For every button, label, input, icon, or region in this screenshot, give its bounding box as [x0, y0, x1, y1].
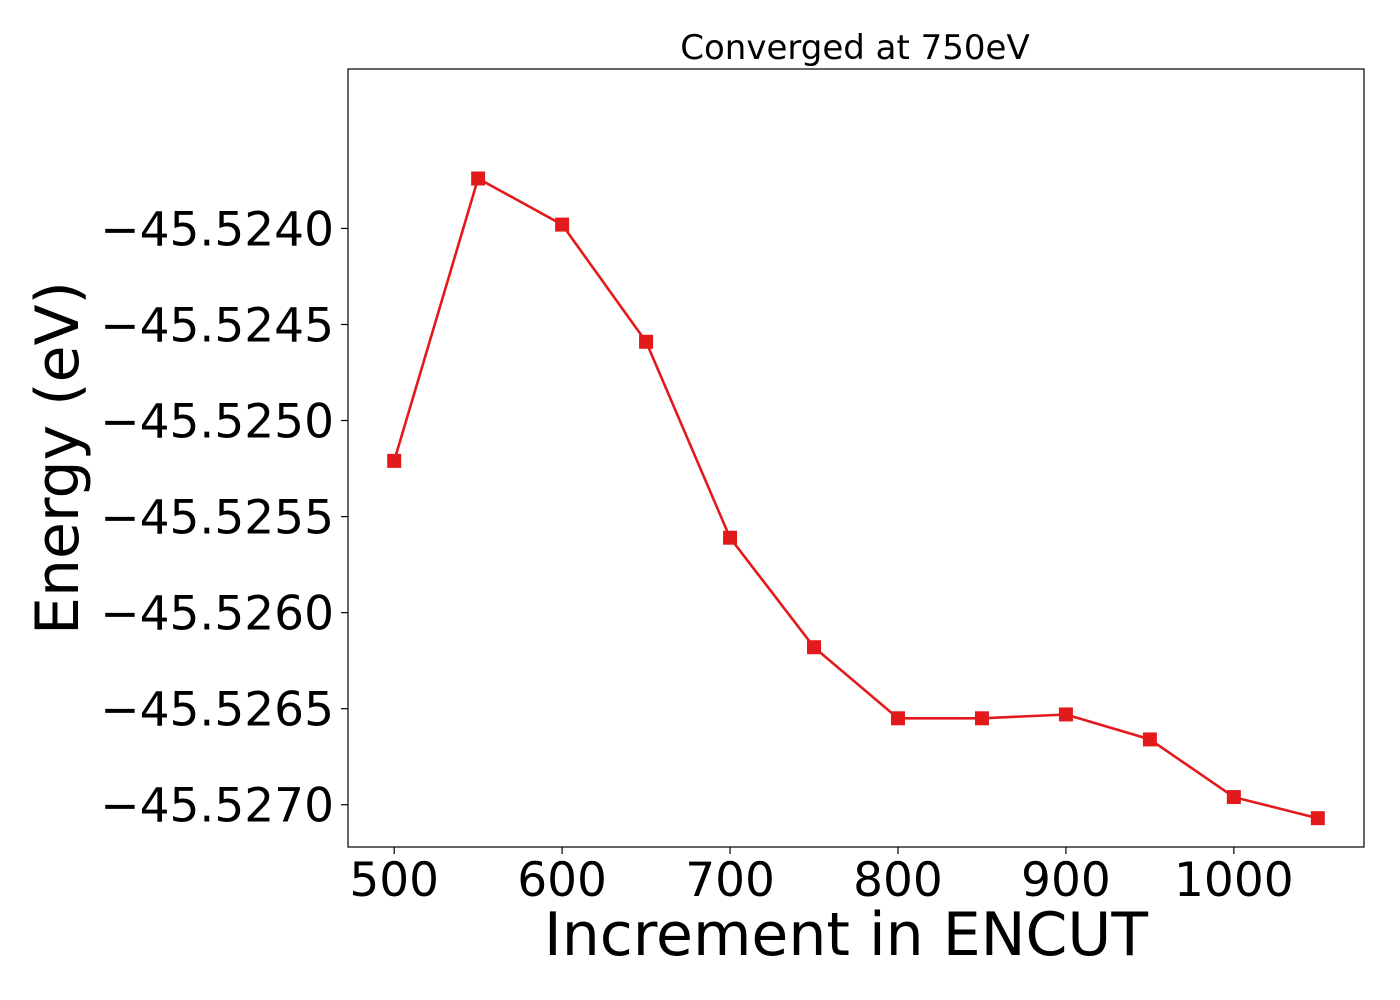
data-point-marker — [974, 711, 989, 726]
y-tick-label: −45.5255 — [100, 491, 334, 546]
x-tick-label: 900 — [1021, 853, 1111, 908]
data-point-marker — [890, 711, 905, 726]
series-layer — [387, 171, 1325, 826]
y-tick-label: −45.5260 — [100, 587, 334, 642]
data-point-marker — [1226, 790, 1241, 805]
y-tick-label: −45.5245 — [100, 298, 334, 353]
data-point-marker — [555, 217, 570, 232]
y-tick-label: −45.5240 — [100, 202, 334, 257]
y-tick-label: −45.5265 — [100, 683, 334, 738]
data-point-marker — [639, 334, 654, 349]
y-tick-label: −45.5270 — [100, 779, 334, 834]
data-point-marker — [387, 453, 402, 468]
data-point-marker — [723, 530, 738, 545]
data-point-marker — [1310, 811, 1325, 826]
y-axis: −45.5240 −45.5245 −45.5250 −45.5255 −45.5260… — [100, 202, 348, 834]
x-axis-label: Increment in ENCUT — [544, 900, 1148, 970]
data-point-marker — [1058, 707, 1073, 722]
data-point-marker — [1142, 732, 1157, 747]
data-point-marker — [807, 640, 822, 655]
plot-frame — [347, 68, 1365, 848]
x-tick-label: 800 — [853, 853, 943, 908]
chart-title: Converged at 750eV — [680, 28, 1029, 68]
x-tick-label: 500 — [349, 853, 439, 908]
x-tick-label: 700 — [685, 853, 775, 908]
x-tick-label: 1000 — [1174, 853, 1294, 908]
data-point-marker — [471, 171, 486, 186]
x-tick-label: 600 — [517, 853, 607, 908]
x-axis: 500 600 700 800 900 1000 — [349, 847, 1294, 908]
y-axis-label: Energy (eV) — [23, 281, 93, 635]
series-line — [392, 177, 1319, 820]
y-tick-label: −45.5250 — [100, 395, 334, 450]
